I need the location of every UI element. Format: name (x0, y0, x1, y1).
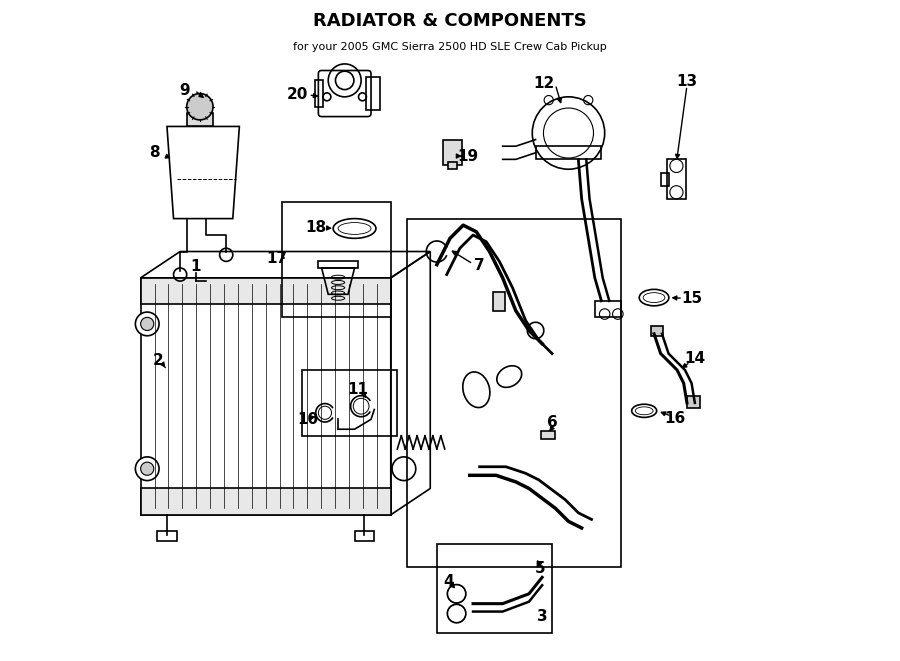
Text: 18: 18 (305, 219, 327, 235)
Bar (541, 431, 555, 439)
Text: 7: 7 (474, 258, 485, 274)
Bar (448, 162, 457, 169)
Circle shape (140, 462, 154, 475)
Polygon shape (140, 278, 391, 304)
Text: 5: 5 (535, 561, 545, 576)
Bar (687, 396, 700, 408)
Bar (436, 545, 552, 633)
Text: 3: 3 (536, 609, 547, 625)
Text: 8: 8 (149, 145, 160, 160)
Text: 6: 6 (546, 415, 557, 430)
Text: for your 2005 GMC Sierra 2500 HD SLE Crew Cab Pickup: for your 2005 GMC Sierra 2500 HD SLE Cre… (293, 42, 607, 52)
Text: RADIATOR & COMPONENTS: RADIATOR & COMPONENTS (313, 12, 587, 30)
Circle shape (135, 312, 159, 336)
Bar (186, 113, 213, 126)
Bar (493, 292, 505, 311)
Bar (667, 159, 686, 199)
Bar (319, 261, 358, 268)
Circle shape (392, 457, 416, 481)
Text: 2: 2 (153, 352, 164, 368)
Text: 19: 19 (457, 149, 478, 163)
Bar (158, 531, 176, 541)
Bar (661, 173, 669, 186)
Bar (595, 301, 621, 317)
Text: 20: 20 (286, 87, 308, 102)
Circle shape (135, 457, 159, 481)
Bar (444, 139, 462, 165)
Text: 13: 13 (677, 74, 698, 89)
Bar (652, 326, 663, 336)
Bar (355, 531, 374, 541)
Text: 12: 12 (533, 75, 554, 91)
Circle shape (186, 94, 213, 120)
Ellipse shape (644, 293, 665, 303)
Text: 10: 10 (297, 412, 319, 427)
Bar (302, 370, 397, 436)
Text: 9: 9 (179, 83, 190, 98)
Polygon shape (140, 488, 391, 515)
Ellipse shape (635, 407, 653, 414)
Text: 14: 14 (684, 350, 706, 366)
Circle shape (140, 317, 154, 330)
Text: 15: 15 (681, 292, 703, 307)
Text: 1: 1 (191, 259, 202, 274)
Text: 11: 11 (347, 382, 368, 397)
Bar (283, 202, 391, 317)
Bar (366, 77, 380, 110)
Text: 4: 4 (444, 574, 454, 590)
Bar (407, 219, 621, 567)
Text: 17: 17 (266, 251, 287, 266)
Bar (536, 146, 601, 159)
Text: 16: 16 (664, 411, 686, 426)
Bar (315, 81, 323, 106)
Ellipse shape (338, 223, 371, 235)
